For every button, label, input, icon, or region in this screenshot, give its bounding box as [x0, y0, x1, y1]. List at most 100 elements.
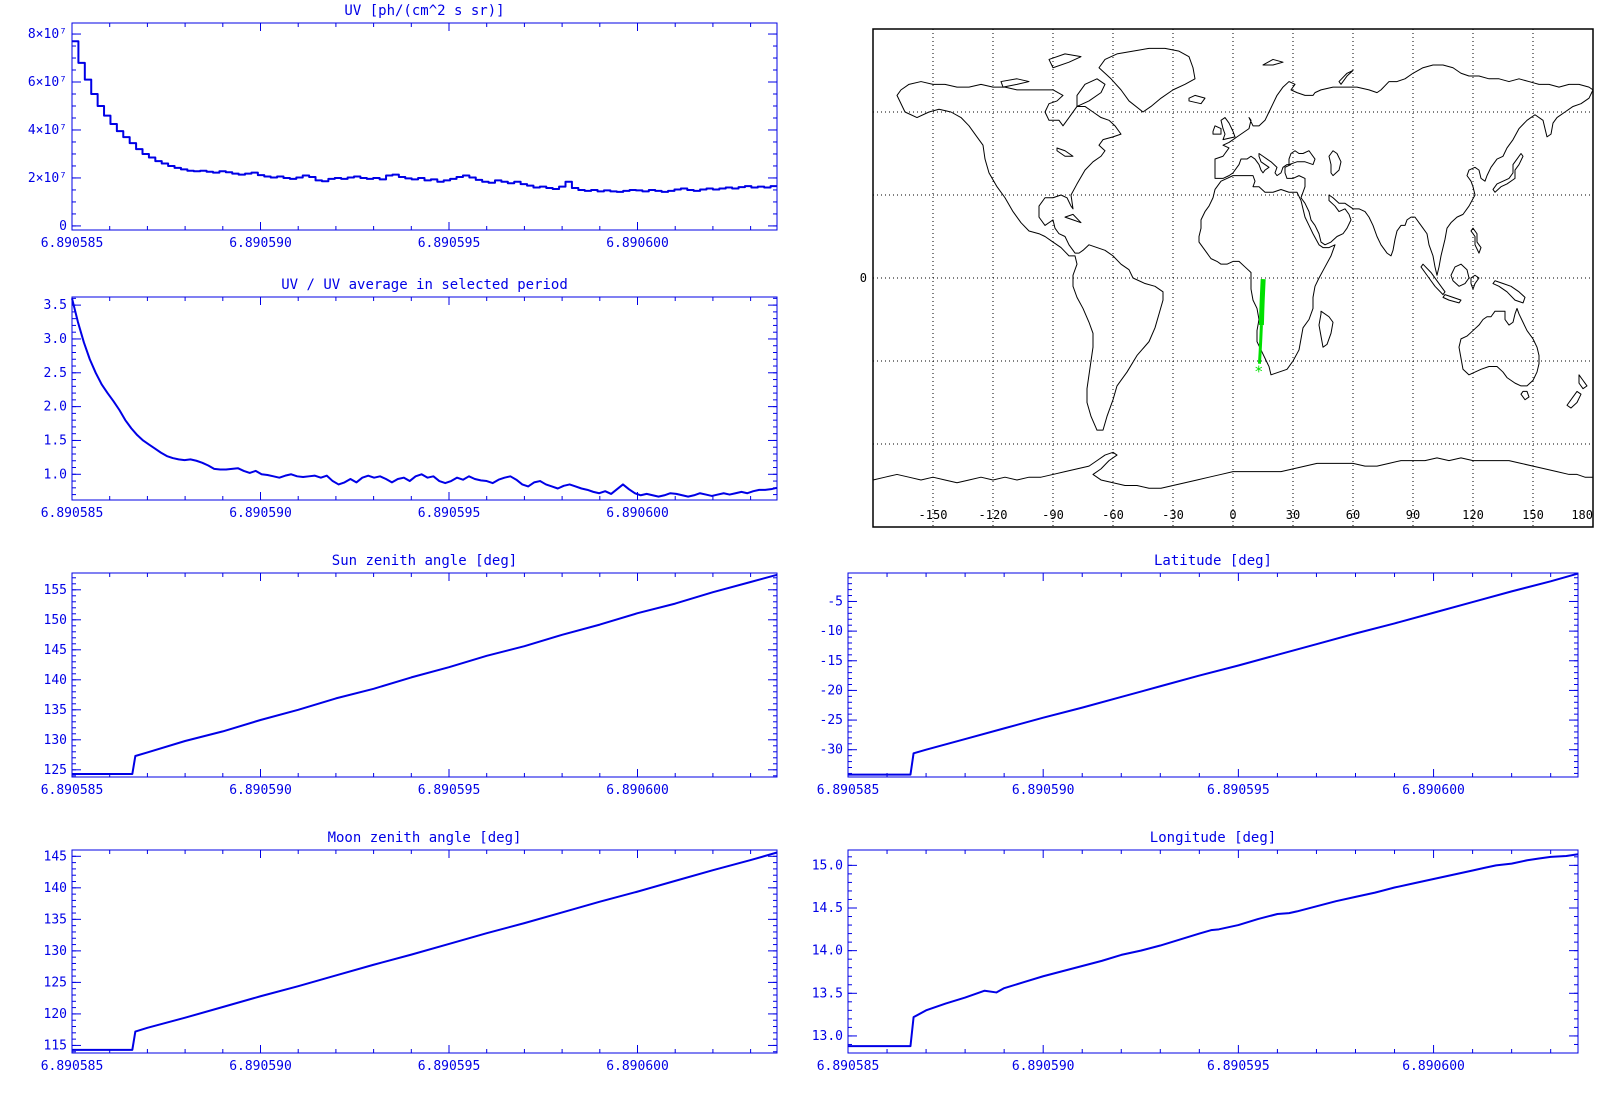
y-tick-label: 2×10⁷: [28, 171, 67, 186]
x-tick-label: 6.890600: [606, 783, 669, 798]
y-tick-label: 8×10⁷: [28, 27, 67, 42]
ground-track: [1257, 324, 1263, 364]
x-tick-label: 6.890590: [229, 783, 292, 798]
map-lon-label: -90: [1042, 508, 1064, 522]
coast-americas: [897, 82, 1163, 431]
x-tick-label: 6.890600: [1402, 1059, 1465, 1074]
world-map: -150 -120 -90 -60 -30 0 30 60 90 120 150 180 0 *: [860, 28, 1594, 528]
y-tick-label: 1.0: [44, 467, 67, 482]
y-tick-label: -20: [820, 683, 843, 698]
y-tick-label: 145: [44, 849, 67, 864]
x-tick-label: 6.890585: [41, 506, 104, 521]
coast-britain: [1221, 118, 1235, 140]
y-tick-label: 6×10⁷: [28, 75, 67, 90]
map-lon-label: -120: [979, 508, 1008, 522]
map-lon-label: 180: [1571, 508, 1593, 522]
map-lon-label: 60: [1346, 508, 1360, 522]
plot-frame: [71, 296, 778, 501]
y-tick-label: -10: [820, 624, 843, 639]
plot-title-mza: Moon zenith angle [deg]: [327, 830, 522, 846]
y-tick-label: -5: [827, 594, 843, 609]
series-line-mza: [72, 851, 778, 1051]
map-lon-label: 0: [1229, 508, 1236, 522]
x-tick-label: 6.890590: [229, 506, 292, 521]
y-tick-label: -15: [820, 654, 843, 669]
coast-new-zealand-south: [1567, 391, 1581, 408]
x-tick-label: 6.890585: [41, 1059, 104, 1074]
x-tick-label: 6.890590: [229, 236, 292, 251]
plot-title-sza: Sun zenith angle [deg]: [331, 553, 518, 569]
coast-iceland: [1189, 95, 1205, 103]
y-tick-label: 125: [44, 975, 67, 990]
y-tick-label: 2.5: [44, 366, 67, 381]
y-tick-label: 130: [44, 733, 67, 748]
y-tick-label: 2.0: [44, 400, 67, 415]
coast-antarctica: [873, 452, 1593, 488]
y-tick-label: 135: [44, 703, 67, 718]
x-tick-label: 6.890585: [817, 1059, 880, 1074]
coast-great-lakes: [1057, 148, 1073, 156]
y-tick-label: 3.5: [44, 298, 67, 313]
y-tick-label: 14.0: [812, 944, 843, 959]
coast-baffin: [1077, 79, 1105, 107]
y-tick-label: 1.5: [44, 433, 67, 448]
y-tick-label: 13.5: [812, 986, 843, 1001]
x-tick-label: 6.890585: [817, 783, 880, 798]
x-tick-label: 6.890595: [418, 506, 481, 521]
map-lon-label: 90: [1406, 508, 1420, 522]
x-tick-label: 6.890595: [418, 783, 481, 798]
coast-novaya-zemlya: [1339, 70, 1353, 84]
series-line-lon: [848, 853, 1579, 1048]
y-tick-label: -25: [820, 713, 843, 728]
map-lon-label: -150: [919, 508, 948, 522]
x-tick-label: 6.890595: [418, 236, 481, 251]
coast-black-sea: [1289, 151, 1315, 165]
coast-japan: [1493, 153, 1523, 192]
map-lon-label: 150: [1522, 508, 1544, 522]
map-lon-label: 120: [1462, 508, 1484, 522]
coast-victoria-island: [1001, 79, 1029, 87]
y-tick-label: 14.5: [812, 901, 843, 916]
series-line-ratio: [71, 298, 778, 498]
coast-sumatra: [1421, 264, 1445, 294]
x-tick-label: 6.890595: [1207, 1059, 1270, 1074]
x-tick-label: 6.890600: [606, 236, 669, 251]
y-tick-label: -30: [820, 743, 843, 758]
ground-track: [1258, 278, 1266, 326]
coast-new-guinea: [1493, 281, 1525, 303]
coast-eurasia: [1215, 65, 1593, 275]
x-tick-label: 6.890595: [418, 1059, 481, 1074]
coast-ellesmere: [1049, 54, 1081, 68]
x-tick-label: 6.890600: [606, 1059, 669, 1074]
y-tick-label: 115: [44, 1038, 67, 1053]
plot-frame: [847, 572, 1579, 778]
x-tick-label: 6.890590: [1012, 783, 1075, 798]
coast-borneo: [1451, 264, 1469, 286]
y-tick-label: 155: [44, 583, 67, 598]
y-tick-label: 140: [44, 673, 67, 688]
plot-ratio: 6.890585 6.890590 6.890595 6.890600 1.0 1.5 2.…: [41, 296, 778, 521]
series-line-lat: [848, 572, 1579, 776]
coast-africa: [1199, 176, 1335, 375]
map-lon-label: -60: [1102, 508, 1124, 522]
y-tick-label: 120: [44, 1007, 67, 1022]
x-tick-label: 6.890590: [229, 1059, 292, 1074]
world-coastline: [873, 48, 1593, 488]
plot-frame: [71, 849, 778, 1054]
coast-tasmania: [1521, 391, 1529, 399]
coast-sulawesi: [1471, 275, 1479, 289]
x-tick-label: 6.890600: [606, 506, 669, 521]
plot-lon: 6.890585 6.890590 6.890595 6.890600 13.0 13.5…: [812, 849, 1579, 1074]
y-tick-label: 13.0: [812, 1029, 843, 1044]
coast-new-zealand-north: [1579, 375, 1587, 389]
coast-cuba: [1065, 214, 1081, 222]
plot-lat: 6.890585 6.890590 6.890595 6.890600 -30 -25 -2…: [817, 572, 1579, 798]
plot-title-ratio: UV / UV average in selected period: [281, 277, 568, 293]
map-lon-label: 30: [1286, 508, 1300, 522]
x-tick-label: 6.890585: [41, 236, 104, 251]
plot-title-lat: Latitude [deg]: [1153, 553, 1272, 569]
coast-ireland: [1213, 126, 1221, 134]
plot-mza: 6.890585 6.890590 6.890595 6.890600 115 120 12…: [41, 849, 778, 1074]
y-tick-label: 15.0: [812, 858, 843, 873]
